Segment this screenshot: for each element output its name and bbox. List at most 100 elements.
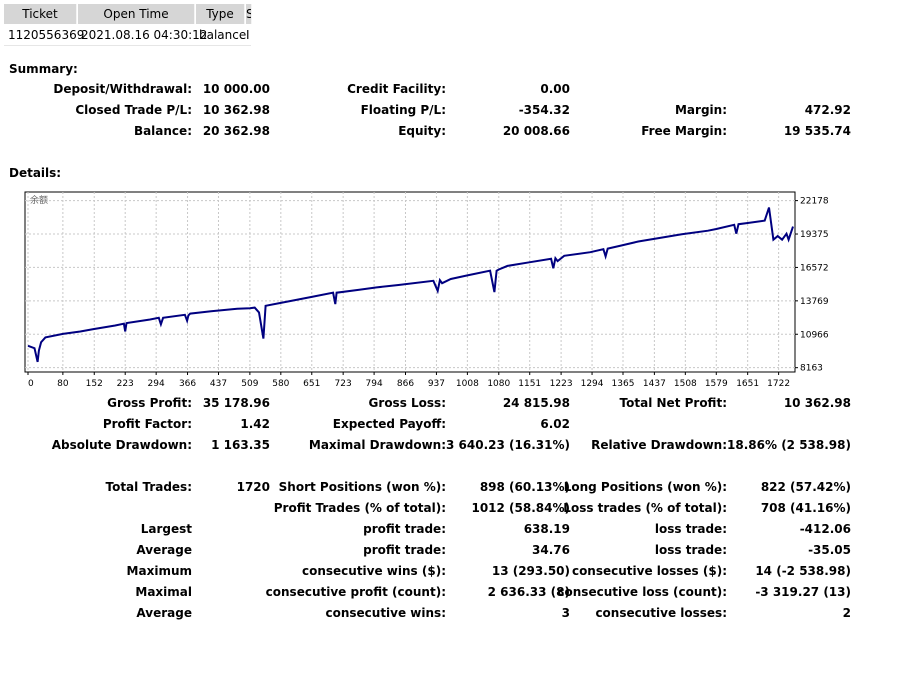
stat-label: consecutive wins: (325, 606, 446, 620)
stat-value: 10 362.98 (783, 396, 851, 410)
stat-label: Total Net Profit: (619, 396, 727, 410)
stat-label: Equity: (398, 124, 446, 138)
x-tick-label: 651 (303, 379, 320, 388)
x-tick-label: 0 (28, 379, 34, 388)
stat-label: consecutive losses ($): (571, 564, 727, 578)
x-tick-label: 1008 (456, 379, 479, 388)
stat-value: 18.86% (2 538.98) (727, 438, 851, 452)
stat-label: Maximal Drawdown: (308, 438, 446, 452)
column-header-size[interactable]: S (246, 4, 252, 24)
cell-ticket: 1120556369 (8, 28, 85, 42)
column-header-ticket[interactable]: Ticket (4, 4, 77, 24)
stat-value: 472.92 (804, 103, 851, 117)
x-tick-label: 1722 (767, 379, 790, 388)
x-tick-label: 1365 (612, 379, 635, 388)
stat-value: 3 640.23 (16.31%) (446, 438, 570, 452)
column-header-open-time[interactable]: Open Time (78, 4, 195, 24)
stat-value: 708 (41.16%) (760, 501, 851, 515)
stat-label: Absolute Drawdown: (51, 438, 192, 452)
stat-value: 822 (57.42%) (760, 480, 851, 494)
cell-type: balance (199, 28, 247, 42)
x-tick-label: 294 (148, 379, 165, 388)
stat-value: 1.42 (240, 417, 270, 431)
stat-label: Average (136, 606, 192, 620)
stat-label: Maximum (126, 564, 192, 578)
stat-label: Gross Loss: (368, 396, 446, 410)
stat-value: 24 815.98 (502, 396, 570, 410)
y-axis: 8163 10966 13769 16572 19375 22178 (795, 197, 829, 374)
summary-title: Summary: (9, 62, 78, 76)
stat-value: 898 (60.13%) (479, 480, 570, 494)
stat-value: 2 636.33 (8) (487, 585, 570, 599)
stat-label: Floating P/L: (360, 103, 446, 117)
stat-value: 6.02 (540, 417, 570, 431)
details-title: Details: (9, 166, 62, 180)
stat-value: 19 535.74 (783, 124, 851, 138)
balance-chart: 0 80 152 223 294 366 437 509 580 651 723 794 866 937 1… (24, 191, 829, 388)
y-tick-label: 22178 (800, 197, 829, 207)
stat-label: Total Trades: (105, 480, 192, 494)
stat-value: -354.32 (518, 103, 570, 117)
stat-label: Credit Facility: (347, 82, 446, 96)
x-tick-label: 1437 (643, 379, 666, 388)
stat-value: -3 319.27 (13) (755, 585, 851, 599)
stat-label: Balance: (133, 124, 192, 138)
stat-label: Largest (140, 522, 192, 536)
stat-label: Gross Profit: (107, 396, 192, 410)
stat-label: Long Positions (won %): (563, 480, 727, 494)
stat-label: profit trade: (363, 522, 446, 536)
stat-label: Deposit/Withdrawal: (53, 82, 192, 96)
stat-value: 638.19 (523, 522, 570, 536)
x-tick-label: 1223 (550, 379, 573, 388)
stat-label: Maximal (135, 585, 192, 599)
cell-size: I (246, 28, 250, 42)
stat-value: 0.00 (540, 82, 570, 96)
stat-value: 10 000.00 (202, 82, 270, 96)
stat-label: consecutive profit (count): (265, 585, 446, 599)
stat-label: Free Margin: (641, 124, 727, 138)
stat-value: -412.06 (799, 522, 851, 536)
balance-series-line (27, 207, 794, 363)
stat-label: Relative Drawdown: (591, 438, 727, 452)
stat-label: Average (136, 543, 192, 557)
x-tick-label: 866 (397, 379, 414, 388)
chart-grid (25, 192, 795, 372)
stat-label: consecutive loss (count): (557, 585, 727, 599)
x-tick-label: 1579 (705, 379, 728, 388)
stat-label: Expected Payoff: (332, 417, 446, 431)
x-tick-label: 1080 (487, 379, 510, 388)
stat-value: 35 178.96 (202, 396, 270, 410)
stat-value: 3 (561, 606, 570, 620)
stat-value: 34.76 (532, 543, 570, 557)
legend-label: 余额 (30, 194, 48, 206)
x-axis: 0 80 152 223 294 366 437 509 580 651 723 794 866 937 1… (27, 372, 790, 388)
cell-open-time: 2021.08.16 04:30:12 (81, 28, 208, 42)
column-header-type[interactable]: Type (196, 4, 245, 24)
stat-label: Profit Trades (% of total): (273, 501, 446, 515)
stat-value: 20 362.98 (202, 124, 270, 138)
stat-value: 14 (-2 538.98) (755, 564, 851, 578)
x-tick-label: 580 (272, 379, 289, 388)
x-tick-label: 723 (335, 379, 352, 388)
stat-label: profit trade: (363, 543, 446, 557)
x-tick-label: 1294 (581, 379, 604, 388)
x-tick-label: 509 (241, 379, 258, 388)
plot-area (24, 191, 796, 373)
stat-label: consecutive losses: (595, 606, 727, 620)
stat-label: Loss trades (% of total): (563, 501, 727, 515)
x-tick-label: 937 (428, 379, 445, 388)
stat-label: Closed Trade P/L: (75, 103, 192, 117)
x-tick-label: 80 (57, 379, 69, 388)
x-tick-label: 437 (210, 379, 227, 388)
stat-value: -35.05 (808, 543, 851, 557)
stat-label: consecutive wins ($): (301, 564, 446, 578)
x-tick-label: 1651 (736, 379, 759, 388)
stat-value: 10 362.98 (202, 103, 270, 117)
x-tick-label: 1508 (674, 379, 697, 388)
stat-value: 13 (293.50) (491, 564, 570, 578)
x-tick-label: 223 (117, 379, 134, 388)
table-divider (4, 45, 251, 46)
x-tick-label: 152 (86, 379, 103, 388)
stat-value: 2 (842, 606, 851, 620)
stat-value: 1720 (236, 480, 270, 494)
